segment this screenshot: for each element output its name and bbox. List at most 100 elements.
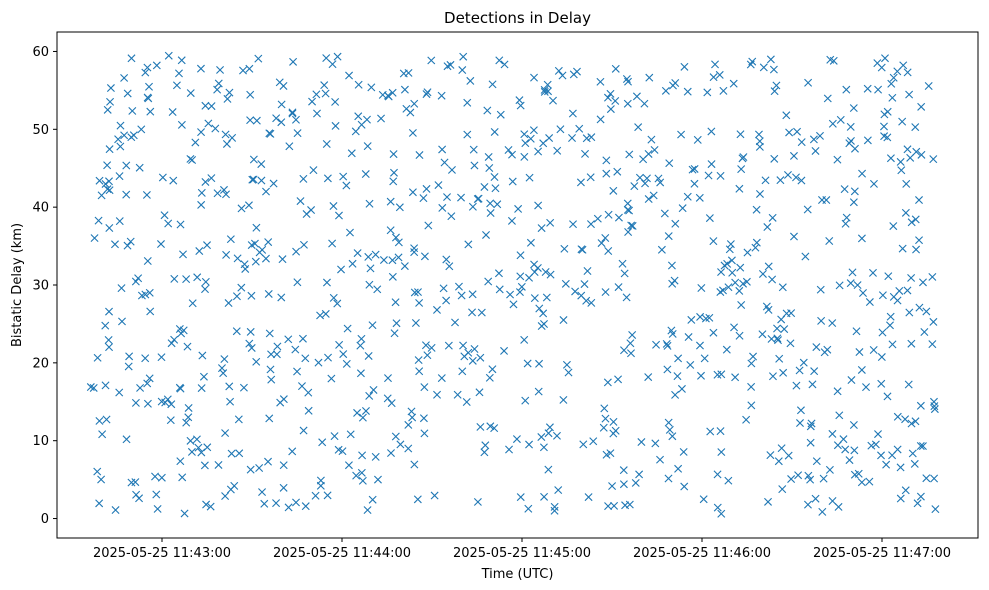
data-point	[849, 104, 858, 113]
data-point	[835, 281, 844, 290]
data-point	[494, 269, 503, 278]
data-point	[631, 478, 640, 487]
y-tick-label: 0	[41, 512, 49, 527]
data-point	[172, 81, 181, 90]
data-point	[224, 299, 233, 308]
data-point	[217, 364, 226, 373]
data-point	[257, 160, 266, 169]
data-point	[120, 131, 129, 140]
data-point	[886, 154, 895, 163]
data-point	[640, 99, 649, 108]
data-point	[816, 131, 824, 140]
data-point	[272, 350, 281, 359]
data-point	[459, 341, 468, 350]
data-point	[723, 259, 732, 268]
data-point	[768, 372, 777, 381]
data-point	[680, 62, 689, 71]
data-point	[348, 259, 357, 268]
data-point	[516, 251, 525, 260]
data-point	[852, 327, 861, 336]
data-point	[819, 474, 828, 483]
data-point	[276, 398, 285, 407]
data-point	[246, 116, 255, 125]
data-point	[884, 272, 893, 281]
data-point	[279, 483, 288, 492]
data-point	[484, 277, 493, 286]
data-point	[103, 185, 112, 194]
data-point	[395, 203, 404, 212]
data-point	[664, 418, 673, 427]
data-point	[662, 339, 671, 348]
data-point	[759, 63, 768, 72]
data-point	[654, 174, 663, 183]
data-point	[137, 125, 146, 134]
x-axis-label: Time (UTC)	[481, 567, 554, 582]
y-tick-label: 40	[32, 201, 49, 216]
data-point	[611, 426, 620, 435]
data-point	[344, 461, 353, 470]
data-point	[203, 241, 212, 250]
data-point	[105, 307, 114, 316]
data-point	[353, 249, 362, 258]
data-point	[309, 166, 318, 175]
data-point	[176, 220, 185, 229]
data-point	[459, 52, 468, 61]
data-point	[468, 202, 477, 211]
data-point	[458, 66, 467, 75]
data-point	[293, 278, 302, 287]
data-point	[89, 383, 98, 392]
data-point	[345, 228, 354, 237]
data-point	[609, 417, 618, 426]
data-point	[126, 237, 135, 246]
data-point	[752, 205, 761, 214]
data-point	[391, 432, 400, 441]
data-point	[735, 331, 744, 340]
data-point	[354, 80, 363, 89]
data-point	[473, 497, 482, 506]
data-point	[586, 173, 595, 182]
data-point	[486, 209, 495, 218]
data-point	[261, 254, 270, 263]
data-point	[221, 429, 230, 438]
data-point	[739, 279, 748, 288]
data-point	[742, 415, 751, 424]
data-point	[327, 374, 336, 383]
data-point	[580, 280, 589, 289]
data-point	[143, 399, 152, 408]
data-point	[186, 89, 195, 98]
data-point	[627, 349, 635, 358]
data-point	[470, 161, 479, 170]
data-point	[747, 382, 756, 391]
data-point	[896, 157, 905, 166]
data-point	[123, 241, 132, 250]
data-point	[379, 256, 388, 265]
data-point	[521, 396, 530, 405]
data-point	[535, 359, 544, 368]
data-point	[625, 206, 634, 215]
data-point	[792, 381, 801, 390]
data-point	[880, 110, 889, 119]
data-point	[867, 441, 876, 450]
data-point	[699, 495, 708, 504]
data-point	[704, 171, 713, 180]
data-point	[888, 451, 897, 460]
data-point	[485, 373, 494, 382]
data-point	[929, 317, 938, 326]
data-point	[93, 353, 102, 362]
data-point	[211, 124, 220, 133]
data-point	[386, 226, 395, 235]
data-point	[711, 60, 720, 69]
data-point	[468, 290, 477, 299]
data-point	[477, 308, 486, 317]
data-point	[329, 293, 338, 302]
data-point	[544, 465, 553, 474]
data-point	[808, 380, 817, 389]
data-point	[755, 137, 764, 146]
data-point	[534, 147, 543, 156]
data-point	[706, 427, 715, 436]
data-point	[783, 170, 792, 179]
x-axis-ticks: 2025-05-25 11:43:00 2025-05-25 11:44:00 20…	[93, 538, 951, 561]
data-point	[924, 82, 933, 90]
data-point	[213, 85, 222, 94]
